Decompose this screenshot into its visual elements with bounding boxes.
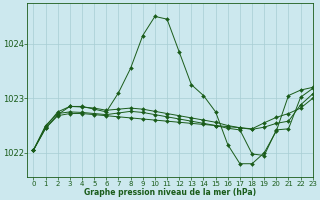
X-axis label: Graphe pression niveau de la mer (hPa): Graphe pression niveau de la mer (hPa) [84, 188, 256, 197]
